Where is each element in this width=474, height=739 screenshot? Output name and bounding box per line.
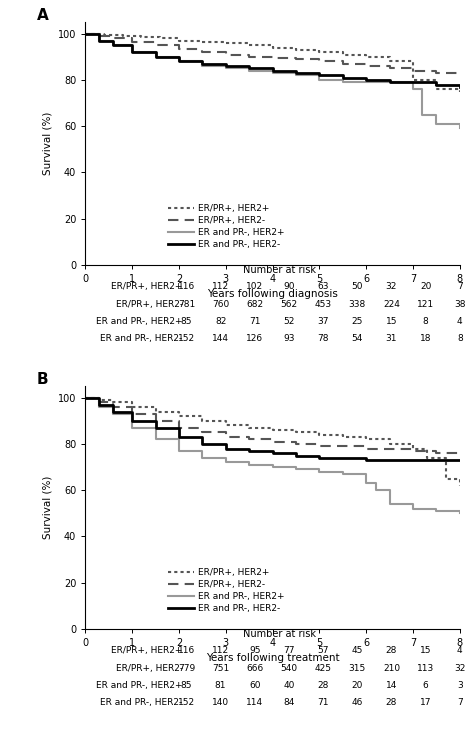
Text: 90: 90 [283, 282, 295, 291]
Text: 102: 102 [246, 282, 264, 291]
Text: 224: 224 [383, 299, 400, 308]
Text: A: A [36, 7, 48, 23]
Text: ER and PR-, HER2+: ER and PR-, HER2+ [96, 317, 182, 326]
Text: 63: 63 [318, 282, 329, 291]
Text: 25: 25 [352, 317, 363, 326]
Text: 112: 112 [212, 646, 229, 655]
Text: 82: 82 [215, 317, 226, 326]
Text: 28: 28 [386, 646, 397, 655]
Text: 152: 152 [178, 334, 195, 343]
Text: 52: 52 [283, 317, 295, 326]
Text: Number at risk: Number at risk [243, 629, 316, 639]
Text: 71: 71 [249, 317, 261, 326]
Text: 84: 84 [283, 698, 295, 707]
Text: 453: 453 [315, 299, 332, 308]
Text: 116: 116 [178, 646, 195, 655]
Text: 751: 751 [212, 664, 229, 672]
Text: ER/PR+, HER2+: ER/PR+, HER2+ [111, 646, 182, 655]
Text: 32: 32 [454, 664, 465, 672]
Text: 17: 17 [420, 698, 431, 707]
Text: ER/PR+, HER2+: ER/PR+, HER2+ [111, 282, 182, 291]
Text: 210: 210 [383, 664, 400, 672]
Text: 60: 60 [249, 681, 261, 690]
Text: ER and PR-, HER2-: ER and PR-, HER2- [100, 698, 182, 707]
Text: 116: 116 [178, 282, 195, 291]
Text: 38: 38 [454, 299, 465, 308]
Legend: ER/PR+, HER2+, ER/PR+, HER2-, ER and PR-, HER2+, ER and PR-, HER2-: ER/PR+, HER2+, ER/PR+, HER2-, ER and PR-… [165, 200, 288, 253]
Text: 152: 152 [178, 698, 195, 707]
Text: 37: 37 [318, 317, 329, 326]
Text: Number at risk: Number at risk [243, 265, 316, 275]
Y-axis label: Survival (%): Survival (%) [42, 476, 52, 539]
Text: 28: 28 [386, 698, 397, 707]
Text: 46: 46 [352, 698, 363, 707]
Text: 45: 45 [352, 646, 363, 655]
Text: 78: 78 [318, 334, 329, 343]
X-axis label: Years following treatment: Years following treatment [206, 653, 339, 664]
Text: 760: 760 [212, 299, 229, 308]
Text: 77: 77 [283, 646, 295, 655]
Text: 315: 315 [349, 664, 366, 672]
Text: 140: 140 [212, 698, 229, 707]
Text: 85: 85 [181, 317, 192, 326]
Text: 85: 85 [181, 681, 192, 690]
Text: 781: 781 [178, 299, 195, 308]
Text: 15: 15 [386, 317, 397, 326]
Text: 18: 18 [420, 334, 431, 343]
Text: 6: 6 [423, 681, 428, 690]
Text: 682: 682 [246, 299, 264, 308]
Text: 81: 81 [215, 681, 227, 690]
Text: 95: 95 [249, 646, 261, 655]
Text: 4: 4 [457, 646, 463, 655]
Y-axis label: Survival (%): Survival (%) [42, 112, 52, 175]
Text: 112: 112 [212, 282, 229, 291]
Text: 57: 57 [318, 646, 329, 655]
Text: 71: 71 [318, 698, 329, 707]
Text: B: B [36, 372, 48, 386]
Text: 144: 144 [212, 334, 229, 343]
Text: 3: 3 [457, 681, 463, 690]
Text: 31: 31 [386, 334, 397, 343]
Text: 779: 779 [178, 664, 195, 672]
Text: 28: 28 [318, 681, 329, 690]
Text: 20: 20 [420, 282, 431, 291]
Text: 50: 50 [352, 282, 363, 291]
Text: ER/PR+, HER2-: ER/PR+, HER2- [116, 664, 182, 672]
Text: 93: 93 [283, 334, 295, 343]
Text: 540: 540 [280, 664, 298, 672]
Text: 20: 20 [352, 681, 363, 690]
Text: 40: 40 [283, 681, 295, 690]
Text: 14: 14 [386, 681, 397, 690]
X-axis label: Years following diagnosis: Years following diagnosis [207, 290, 338, 299]
Text: ER/PR+, HER2-: ER/PR+, HER2- [116, 299, 182, 308]
Text: 113: 113 [417, 664, 434, 672]
Text: 8: 8 [457, 334, 463, 343]
Legend: ER/PR+, HER2+, ER/PR+, HER2-, ER and PR-, HER2+, ER and PR-, HER2-: ER/PR+, HER2+, ER/PR+, HER2-, ER and PR-… [165, 565, 288, 617]
Text: ER and PR-, HER2-: ER and PR-, HER2- [100, 334, 182, 343]
Text: 4: 4 [457, 317, 463, 326]
Text: 8: 8 [423, 317, 428, 326]
Text: 114: 114 [246, 698, 264, 707]
Text: 7: 7 [457, 698, 463, 707]
Text: 7: 7 [457, 282, 463, 291]
Text: 666: 666 [246, 664, 264, 672]
Text: 338: 338 [349, 299, 366, 308]
Text: 425: 425 [315, 664, 332, 672]
Text: 562: 562 [280, 299, 298, 308]
Text: 15: 15 [420, 646, 431, 655]
Text: 126: 126 [246, 334, 264, 343]
Text: ER and PR-, HER2+: ER and PR-, HER2+ [96, 681, 182, 690]
Text: 54: 54 [352, 334, 363, 343]
Text: 121: 121 [417, 299, 434, 308]
Text: 32: 32 [386, 282, 397, 291]
